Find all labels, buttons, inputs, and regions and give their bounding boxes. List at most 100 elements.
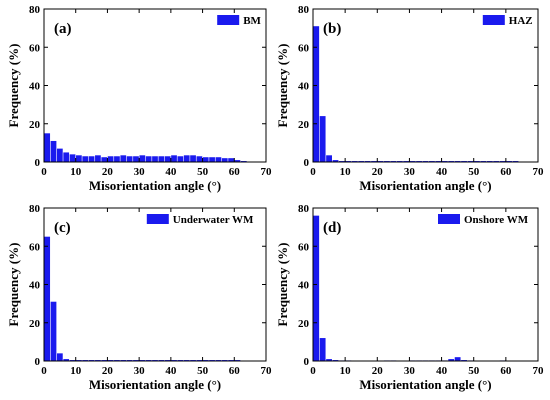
bar [63, 359, 70, 361]
y-axis-label: Frequency (%) [6, 44, 21, 128]
legend: HAZ [482, 15, 533, 27]
y-tick-label: 20 [29, 318, 41, 330]
panel-a: 0 10 20 30 40 50 60 70 0 20 40 60 80 Misorientation a… [6, 4, 272, 193]
bar [152, 156, 158, 162]
bar [190, 155, 196, 162]
plot-frame [312, 8, 539, 163]
bar [313, 26, 320, 163]
legend-swatch [438, 214, 460, 224]
bar [326, 155, 332, 162]
x-tick-label: 40 [165, 365, 177, 377]
bar [56, 353, 63, 361]
panel-label: (b) [323, 21, 341, 37]
legend-label: Underwater WM [173, 214, 254, 226]
panel-d: 0 10 20 30 40 50 60 70 0 20 40 60 80 Misorientation a… [275, 203, 544, 392]
x-tick-label: 30 [134, 365, 146, 377]
legend-swatch [217, 15, 240, 25]
bar [50, 301, 57, 361]
legend: BM [217, 15, 262, 27]
bar [107, 156, 114, 162]
y-tick-label: 0 [35, 157, 41, 169]
y-tick-label: 20 [298, 119, 310, 131]
x-tick-label: 70 [261, 166, 273, 178]
x-tick-label: 50 [468, 166, 480, 178]
bar [454, 357, 461, 361]
y-tick-label: 0 [304, 157, 310, 169]
x-tick-label: 40 [165, 166, 177, 178]
bar [114, 156, 120, 162]
bar [209, 157, 215, 162]
bar [139, 155, 146, 162]
x-tick-label: 40 [436, 365, 448, 377]
panel-b: 0 10 20 30 40 50 60 70 0 20 40 60 80 Misorientation a… [275, 4, 544, 193]
x-tick-label: 50 [197, 166, 209, 178]
legend-label: Onshore WM [464, 214, 529, 226]
y-tick-label: 20 [29, 119, 41, 131]
y-tick-label: 20 [298, 318, 310, 330]
bar [63, 152, 70, 162]
bar [120, 155, 127, 162]
y-tick-label: 40 [298, 81, 310, 93]
bar [164, 156, 171, 162]
y-tick-label: 60 [29, 241, 41, 253]
bar [69, 154, 76, 162]
y-tick-label: 80 [29, 4, 41, 16]
panel-label: (c) [54, 220, 71, 236]
x-tick-label: 60 [500, 166, 512, 178]
x-tick-label: 0 [310, 365, 316, 377]
bar [95, 155, 101, 162]
x-axis-label: Misorientation angle (°) [359, 178, 491, 193]
x-tick-label: 50 [197, 365, 209, 377]
bar [177, 156, 184, 162]
x-tick-label: 20 [372, 365, 384, 377]
legend: Underwater WM [146, 214, 254, 226]
x-tick-label: 30 [404, 365, 416, 377]
y-tick-label: 80 [298, 203, 310, 215]
bar [145, 156, 152, 162]
bar [88, 156, 95, 162]
x-tick-label: 70 [261, 365, 273, 377]
bar [101, 157, 108, 162]
x-tick-label: 30 [404, 166, 416, 178]
y-tick-label: 40 [298, 280, 310, 292]
x-axis-label: Misorientation angle (°) [89, 377, 221, 392]
y-tick-label: 60 [298, 241, 310, 253]
x-tick-label: 0 [41, 166, 47, 178]
bar [82, 156, 89, 162]
x-tick-label: 10 [340, 166, 352, 178]
bar [44, 133, 51, 162]
bar [171, 155, 177, 162]
bar [44, 236, 51, 361]
bar [319, 116, 326, 162]
bar [313, 215, 320, 361]
x-tick-label: 70 [533, 166, 545, 178]
bar [158, 156, 165, 162]
x-tick-label: 60 [229, 166, 241, 178]
y-axis-label: Frequency (%) [6, 243, 21, 327]
bar [126, 156, 133, 162]
y-tick-label: 0 [304, 356, 310, 368]
panel-label: (d) [323, 220, 341, 236]
y-tick-label: 80 [29, 203, 41, 215]
panel-c: 0 10 20 30 40 50 60 70 0 20 40 60 80 Misorientation a… [6, 203, 272, 392]
x-tick-label: 10 [340, 365, 352, 377]
plot-frame [312, 207, 539, 362]
legend-label: HAZ [509, 15, 533, 27]
x-tick-label: 10 [70, 365, 82, 377]
x-tick-label: 20 [372, 166, 384, 178]
bar [76, 155, 82, 162]
y-tick-label: 60 [29, 42, 41, 54]
y-tick-label: 0 [35, 356, 41, 368]
x-tick-label: 50 [468, 365, 480, 377]
bar [319, 338, 326, 361]
bar [133, 156, 139, 162]
bar [228, 158, 234, 162]
plot-frame [43, 8, 267, 163]
y-tick-label: 40 [29, 280, 41, 292]
bar [326, 359, 332, 361]
y-axis-label: Frequency (%) [275, 44, 290, 128]
bar [215, 157, 222, 162]
bar [221, 158, 228, 162]
legend-swatch [482, 15, 505, 25]
